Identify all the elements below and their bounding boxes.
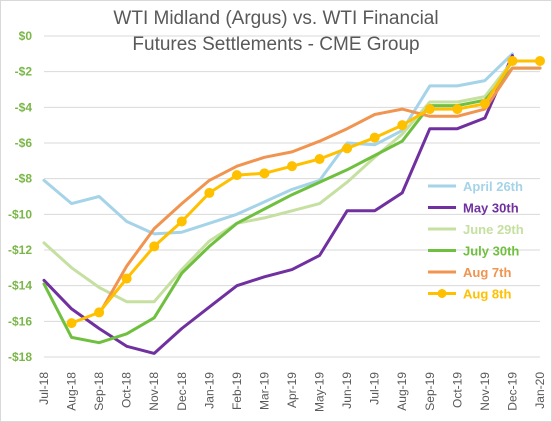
x-tick-label: Sep-19 (423, 372, 437, 411)
y-tick-label: -$6 (15, 136, 33, 150)
series-point-5 (66, 318, 77, 329)
series-line-4 (97, 66, 542, 316)
x-tick-label: Aug-18 (65, 372, 79, 411)
x-tick-label: Jun-19 (340, 372, 354, 409)
series-point-5 (314, 154, 325, 165)
x-tick-label: May-19 (313, 372, 327, 412)
y-tick-label: -$18 (8, 350, 32, 364)
series-point-5 (452, 104, 463, 115)
legend-label: April 26th (463, 179, 523, 194)
x-tick-label: Mar-19 (257, 372, 271, 410)
legend-swatch-marker (437, 289, 447, 298)
y-tick-label: -$12 (8, 243, 32, 257)
legend: April 26th May 30th June 29th July 30th Aug … (428, 179, 524, 302)
series-point-5 (176, 216, 187, 227)
series-point-5 (287, 161, 297, 172)
x-tick-label: Aug-19 (395, 372, 409, 411)
series-line-2 (42, 59, 514, 304)
x-tick-label: Dec-18 (175, 372, 189, 411)
x-tick-label: Dec-19 (505, 372, 519, 411)
series-point-5 (535, 55, 545, 66)
series-point-5 (342, 143, 353, 154)
gridlines (44, 35, 540, 358)
legend-label: July 30th (463, 244, 519, 259)
series-point-5 (424, 104, 435, 115)
series-point-5 (479, 98, 490, 109)
legend-label: Aug 8th (463, 287, 511, 302)
x-tick-label: Jul-18 (37, 372, 51, 405)
legend-label: June 29th (463, 222, 524, 237)
series-point-5 (94, 307, 105, 318)
series-line-1 (42, 54, 514, 355)
x-tick-label: Oct-18 (120, 372, 134, 408)
series-point-5 (231, 170, 242, 181)
series-point-5 (121, 273, 132, 284)
x-tick-label: Feb-19 (230, 372, 244, 410)
series-line-0 (42, 52, 514, 236)
series-point-5 (507, 55, 518, 66)
y-tick-label: -$4 (15, 100, 33, 114)
y-tick-label: -$16 (8, 314, 32, 328)
chart-title-line-2: Futures Settlements - CME Group (132, 34, 420, 55)
series-point-5 (397, 120, 408, 131)
x-tick-label: Nov-19 (478, 372, 492, 411)
series-point-5 (204, 187, 215, 198)
x-tick-label: Oct-19 (450, 372, 464, 408)
series-point-5 (369, 132, 380, 143)
x-tick-label: Sep-18 (92, 372, 106, 411)
y-axis-ticks: $0 -$2 -$4 -$6 -$8 -$10 -$12 -$14 -$16 -$18 (8, 29, 32, 364)
series-point-5 (259, 168, 270, 179)
y-tick-label: -$14 (8, 279, 32, 293)
y-tick-label: -$2 (15, 65, 33, 79)
x-tick-label: Jul-19 (368, 372, 382, 405)
x-tick-label: Jan-20 (533, 372, 547, 409)
x-axis-ticks: Jul-18 Aug-18 Sep-18 Oct-18 Nov-18 Dec-18 Jan-… (37, 372, 547, 412)
y-tick-label: -$10 (8, 207, 32, 221)
y-tick-label: -$8 (15, 172, 33, 186)
legend-label: Aug 7th (463, 265, 511, 280)
series-point-5 (149, 241, 160, 252)
x-tick-label: Jan-19 (202, 372, 216, 409)
y-tick-label: $0 (19, 29, 33, 43)
x-tick-label: Nov-18 (147, 372, 161, 411)
chart-title-line-1: WTI Midland (Argus) vs. WTI Financial (113, 8, 439, 29)
series-lines (42, 52, 545, 355)
x-tick-label: Apr-19 (285, 372, 299, 408)
legend-label: May 30th (463, 201, 519, 216)
